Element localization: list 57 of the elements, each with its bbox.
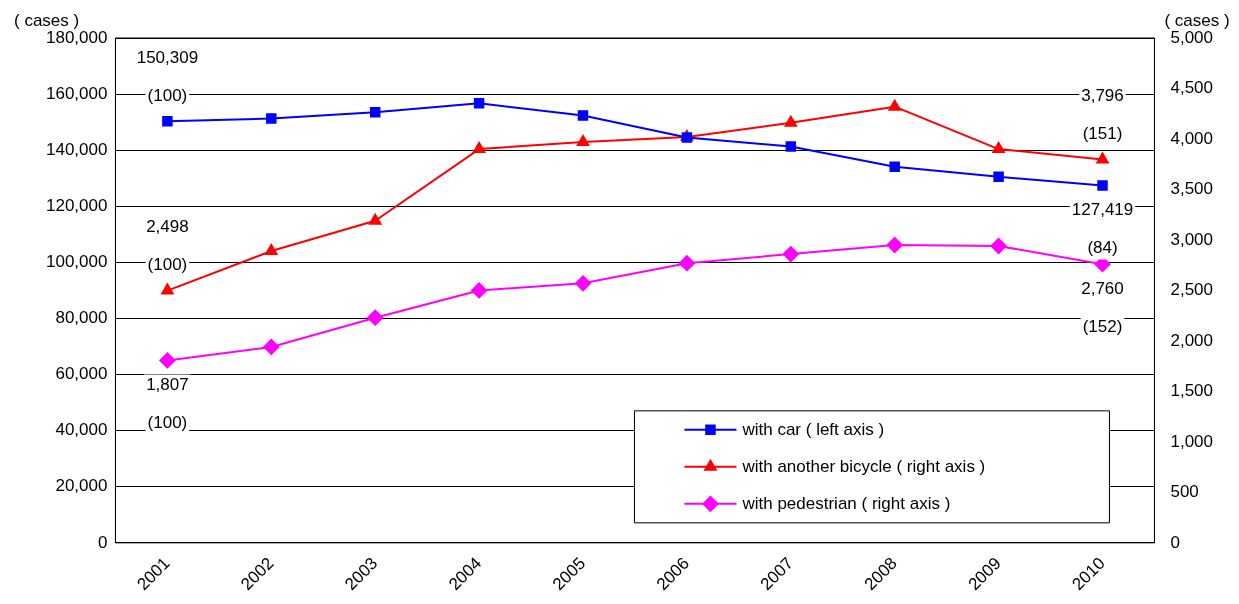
y-tick-label: 0 — [97, 532, 108, 552]
point — [473, 98, 485, 109]
y-tick-label: 120,000 — [46, 195, 108, 215]
point — [782, 246, 799, 263]
y2-tick-label: 4,000 — [1170, 128, 1214, 148]
point — [471, 282, 488, 299]
point — [577, 110, 589, 121]
y2-tick-label: 4,500 — [1170, 78, 1214, 98]
point — [990, 237, 1007, 254]
point — [886, 236, 903, 253]
y2-tick-label: 0 — [1170, 532, 1180, 552]
point — [784, 115, 797, 127]
y-tick-label: 100,000 — [46, 252, 108, 272]
y2-tick-label: 1,000 — [1170, 431, 1214, 451]
point — [678, 255, 695, 272]
point — [888, 99, 901, 111]
y-axis-title: ( cases ) — [14, 11, 80, 31]
point — [161, 283, 174, 295]
point — [889, 161, 900, 172]
point — [992, 142, 1005, 154]
point — [681, 132, 693, 143]
point — [265, 244, 278, 256]
point — [162, 116, 173, 127]
legend-label: with another bicycle ( right axis ) — [741, 456, 986, 476]
point — [369, 213, 382, 225]
y-tick-label: 40,000 — [55, 420, 108, 440]
point — [159, 352, 176, 369]
point — [1096, 152, 1109, 164]
y-tick-label: 60,000 — [55, 364, 108, 384]
data-label: 2,498 (100) — [146, 217, 189, 275]
point — [263, 338, 280, 355]
point — [576, 135, 590, 146]
y-tick-label: 80,000 — [55, 308, 108, 328]
data-label: 150,309 (100) — [136, 47, 199, 105]
point — [367, 309, 384, 326]
point — [1097, 180, 1108, 191]
y2-tick-label: 2,000 — [1170, 330, 1214, 350]
y-tick-label: 160,000 — [46, 83, 108, 103]
data-label: 3,796 (151) — [1081, 86, 1124, 144]
y2-tick-label: 3,500 — [1170, 179, 1214, 199]
y2-tick-label: 1,500 — [1170, 381, 1214, 401]
point — [266, 113, 277, 124]
point — [993, 171, 1004, 183]
y-tick-label: 140,000 — [46, 139, 108, 159]
data-label: 2,760 (152) — [1081, 278, 1124, 336]
y-tick-label: 20,000 — [55, 476, 108, 496]
point — [785, 141, 797, 152]
legend-label: with car ( left axis ) — [741, 419, 885, 439]
y2-tick-label: 2,500 — [1170, 280, 1214, 300]
point — [472, 142, 486, 154]
y2-tick-label: 500 — [1170, 482, 1199, 502]
legend-label: with pedestrian ( right axis ) — [741, 493, 951, 513]
data-label: 1,807 (100) — [146, 375, 189, 433]
data-label: 127,419 (84) — [1071, 200, 1134, 258]
point — [369, 107, 381, 118]
point — [575, 275, 591, 292]
y2-tick-label: 3,000 — [1170, 229, 1214, 249]
